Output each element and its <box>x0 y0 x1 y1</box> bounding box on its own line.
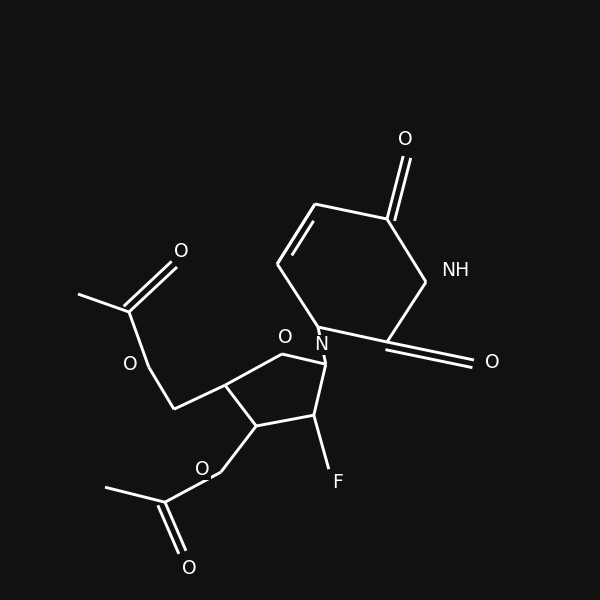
Text: O: O <box>485 353 499 373</box>
Text: F: F <box>332 473 343 492</box>
Text: O: O <box>398 130 412 149</box>
Text: O: O <box>175 242 189 262</box>
Text: O: O <box>124 355 138 374</box>
Text: O: O <box>196 460 210 479</box>
Text: O: O <box>182 559 196 578</box>
Text: NH: NH <box>440 260 469 280</box>
Text: N: N <box>314 335 328 355</box>
Text: O: O <box>278 328 292 347</box>
